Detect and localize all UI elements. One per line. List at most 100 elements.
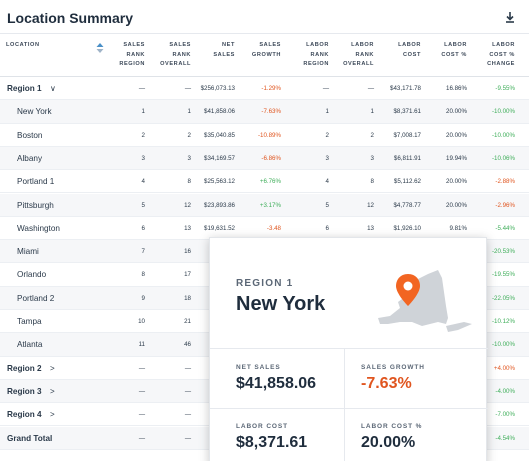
cell-sro: 16 bbox=[184, 248, 191, 256]
col-sales-growth[interactable]: SALES GROWTH bbox=[251, 42, 281, 58]
table-row[interactable]: Albany 3 3 $34,169.57 -6.86% 3 3 $6,811.91 19.94… bbox=[0, 146, 529, 171]
col-labor-cost-pct-change[interactable]: LABOR COST % CHANGE bbox=[487, 42, 515, 67]
cell-lcc: -10.12% bbox=[491, 318, 515, 325]
cell-sro: — bbox=[184, 387, 191, 395]
cell-lcc: -5.44% bbox=[495, 224, 515, 232]
cell-sro: 2 bbox=[187, 131, 191, 139]
net-sales-value: $41,858.06 bbox=[236, 375, 317, 392]
labor-cost-label: LABOR COST bbox=[236, 423, 288, 430]
cell-lcc: -9.55% bbox=[495, 85, 515, 92]
chevron-down-icon[interactable]: ∨ bbox=[50, 84, 56, 93]
location-name[interactable]: Region 4 bbox=[7, 410, 42, 420]
cell-sg: -10.89% bbox=[257, 131, 281, 139]
col-labor-cost[interactable]: LABOR COST bbox=[398, 42, 421, 58]
popover-divider bbox=[344, 348, 345, 461]
cell-lc: $7,008.17 bbox=[393, 131, 421, 139]
chevron-right-icon[interactable]: > bbox=[50, 410, 55, 420]
col-sales-rank-region[interactable]: SALES RANK REGION bbox=[119, 42, 145, 67]
cell-ns: $35,040.85 bbox=[204, 131, 235, 139]
cell-sro: 18 bbox=[184, 294, 191, 302]
download-icon[interactable] bbox=[503, 10, 517, 24]
cell-lro: 3 bbox=[370, 154, 374, 162]
cell-lcc: -10.00% bbox=[491, 131, 515, 139]
col-labor-cost-pct[interactable]: LABOR COST % bbox=[441, 42, 467, 58]
location-name[interactable]: Grand Total bbox=[7, 433, 53, 443]
cell-srr: — bbox=[138, 364, 145, 372]
cell-lcc: -19.55% bbox=[491, 271, 515, 279]
table-group-row[interactable]: Region 1 ∨ — — $256,073.13 -1.29% — — $43,171.78… bbox=[0, 77, 529, 101]
cell-ns: $34,169.57 bbox=[204, 154, 235, 162]
table-header: LOCATION SALES RANK REGION SALES RANK OVERAL… bbox=[0, 35, 529, 77]
location-name[interactable]: Albany bbox=[17, 153, 43, 163]
cell-srr: 11 bbox=[138, 341, 145, 349]
chevron-right-icon[interactable]: > bbox=[50, 363, 55, 373]
cell-lcc: -22.05% bbox=[491, 294, 515, 302]
popover-divider bbox=[210, 348, 488, 349]
chevron-right-icon[interactable]: > bbox=[50, 386, 55, 396]
cell-lc: $43,171.78 bbox=[390, 85, 421, 92]
col-labor-rank-region[interactable]: LABOR RANK REGION bbox=[303, 42, 329, 67]
location-name[interactable]: Atlanta bbox=[17, 340, 43, 350]
table-row[interactable]: Boston 2 2 $35,040.85 -10.89% 2 2 $7,008.17 20.0… bbox=[0, 124, 529, 147]
cell-sg: -3.48 bbox=[266, 224, 281, 232]
cell-srr: 8 bbox=[141, 271, 145, 279]
location-name[interactable]: Portland 2 bbox=[17, 293, 55, 303]
table-row[interactable]: Pittsburgh 5 12 $23,893.86 +3.17% 5 12 $4,778.7… bbox=[0, 193, 529, 217]
popover-region: REGION 1 bbox=[236, 278, 294, 289]
cell-lcc: -10.00% bbox=[491, 108, 515, 116]
cell-lrr: — bbox=[322, 85, 329, 92]
location-name[interactable]: Portland 1 bbox=[17, 177, 55, 187]
cell-ns: $23,893.86 bbox=[204, 201, 235, 209]
cell-sro: 13 bbox=[184, 224, 191, 232]
cell-lrr: 4 bbox=[325, 178, 329, 186]
location-name[interactable]: Miami bbox=[17, 247, 39, 257]
cell-lcc: -10.06% bbox=[491, 154, 515, 162]
location-name[interactable]: Boston bbox=[17, 130, 43, 140]
location-name[interactable]: Tampa bbox=[17, 317, 42, 326]
cell-lcp: 20.00% bbox=[446, 131, 467, 139]
cell-sro: — bbox=[184, 434, 191, 442]
col-net-sales[interactable]: NET SALES bbox=[213, 42, 235, 58]
location-name[interactable]: Orlando bbox=[17, 270, 47, 280]
panel-title: Location Summary bbox=[7, 10, 134, 26]
table-row[interactable]: New York 1 1 $41,858.06 -7.63% 1 1 $8,371.61 20.… bbox=[0, 100, 529, 124]
cell-sro: 46 bbox=[184, 341, 191, 349]
labor-cost-value: $8,371.61 bbox=[236, 434, 308, 451]
col-sales-rank-overall[interactable]: SALES RANK OVERALL bbox=[160, 42, 191, 67]
cell-lcc: -2.88% bbox=[495, 178, 515, 186]
location-name[interactable]: Region 3 bbox=[7, 386, 42, 396]
location-name[interactable]: Pittsburgh bbox=[17, 200, 54, 210]
popover-city: New York bbox=[236, 293, 326, 315]
cell-srr: — bbox=[138, 434, 145, 442]
cell-sro: 1 bbox=[187, 108, 191, 116]
col-labor-rank-overall[interactable]: LABOR RANK OVERALL bbox=[343, 42, 374, 67]
cell-lro: 1 bbox=[370, 108, 374, 116]
cell-sro: — bbox=[184, 364, 191, 372]
map-pin-icon bbox=[396, 274, 420, 306]
cell-sro: — bbox=[184, 411, 191, 419]
table-row[interactable]: Portland 1 4 8 $25,563.12 +6.76% 4 8 $5,112.62 2… bbox=[0, 170, 529, 194]
sales-growth-label: SALES GROWTH bbox=[361, 364, 425, 371]
location-name[interactable]: New York bbox=[17, 107, 52, 117]
cell-lcc: -20.53% bbox=[491, 248, 515, 256]
cell-lcc: -4.54% bbox=[495, 434, 515, 442]
cell-lro: 12 bbox=[367, 201, 374, 209]
location-name[interactable]: Region 2 bbox=[7, 363, 42, 373]
col-location[interactable]: LOCATION bbox=[6, 42, 40, 48]
cell-srr: — bbox=[138, 85, 145, 92]
cell-srr: 7 bbox=[141, 248, 145, 256]
cell-sro: — bbox=[184, 85, 191, 92]
cell-sg: +6.76% bbox=[259, 178, 281, 186]
cell-sro: 3 bbox=[187, 154, 191, 162]
location-name[interactable]: Region 1 bbox=[7, 84, 42, 93]
location-name[interactable]: Washington bbox=[17, 223, 60, 233]
sort-icon[interactable] bbox=[96, 43, 104, 53]
cell-ns: $25,563.12 bbox=[204, 178, 235, 186]
cell-lc: $1,926.10 bbox=[393, 224, 421, 232]
cell-lcc: +4.00% bbox=[493, 364, 515, 372]
labor-cost-pct-label: LABOR COST % bbox=[361, 423, 423, 430]
cell-srr: 2 bbox=[141, 131, 145, 139]
cell-lcc: -4.00% bbox=[495, 387, 515, 395]
state-map-icon bbox=[378, 270, 472, 332]
cell-sg: +3.17% bbox=[259, 201, 281, 209]
